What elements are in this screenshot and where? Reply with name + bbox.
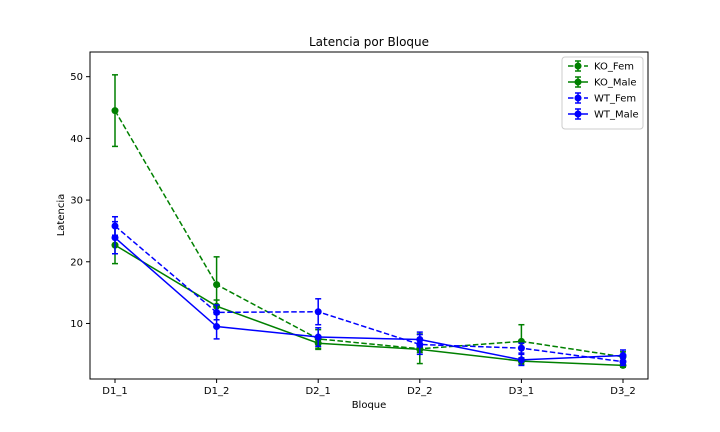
legend-label: WT_Male	[594, 110, 639, 121]
x-tick-label: D1_1	[102, 386, 127, 397]
data-point	[416, 336, 424, 344]
y-tick-label: 20	[70, 257, 83, 268]
y-tick-label: 50	[70, 72, 83, 83]
legend-box	[561, 56, 644, 130]
x-tick-label: D1_2	[204, 386, 229, 397]
x-tick-label: D2_2	[407, 386, 432, 397]
y-tick-label: 10	[70, 319, 83, 330]
legend-label: KO_Male	[594, 78, 637, 89]
legend-label: WT_Fem	[594, 94, 636, 105]
legend-marker	[574, 78, 582, 86]
x-tick-label: D3_1	[509, 386, 534, 397]
x-axis-label: Bloque	[352, 400, 387, 411]
data-point	[111, 107, 119, 115]
legend-item: KO_Fem	[568, 60, 634, 73]
x-tick-label: D3_2	[610, 386, 635, 397]
data-point	[314, 333, 322, 341]
y-tick-label: 40	[70, 134, 83, 145]
legend: KO_Fem KO_Male WT_Fem WT_Male	[561, 56, 644, 130]
x-tick-label: D2_1	[305, 386, 330, 397]
series-ko-male	[111, 225, 627, 369]
legend-item: WT_Male	[568, 108, 639, 121]
legend-item: WT_Fem	[568, 92, 636, 105]
x-axis: D1_1 D1_2 D2_1 D2_2 D3_1 D3_2	[102, 379, 636, 397]
legend-item: KO_Male	[568, 76, 637, 89]
data-point	[213, 323, 221, 331]
data-point	[111, 234, 119, 242]
y-axis-label: Latencia	[56, 194, 67, 237]
legend-label: KO_Fem	[594, 62, 634, 73]
legend-marker	[574, 94, 582, 102]
data-point	[517, 356, 525, 364]
series-wt-fem	[111, 215, 627, 367]
series-ko-fem	[111, 74, 627, 365]
data-point	[517, 344, 525, 352]
series-line	[114, 225, 624, 363]
series-layer	[111, 74, 627, 369]
series-wt-male	[111, 220, 627, 367]
data-point	[213, 281, 221, 289]
series-line	[114, 237, 624, 361]
series-line	[114, 110, 624, 358]
series-line	[114, 244, 624, 367]
chart-title: Latencia por Bloque	[309, 35, 429, 49]
legend-marker	[574, 62, 582, 70]
data-point	[314, 308, 322, 316]
data-point	[619, 352, 627, 360]
legend-marker	[574, 110, 582, 118]
y-axis: 10 20 30 40 50	[70, 72, 90, 330]
y-tick-label: 30	[70, 196, 83, 207]
plot-area	[89, 51, 649, 380]
